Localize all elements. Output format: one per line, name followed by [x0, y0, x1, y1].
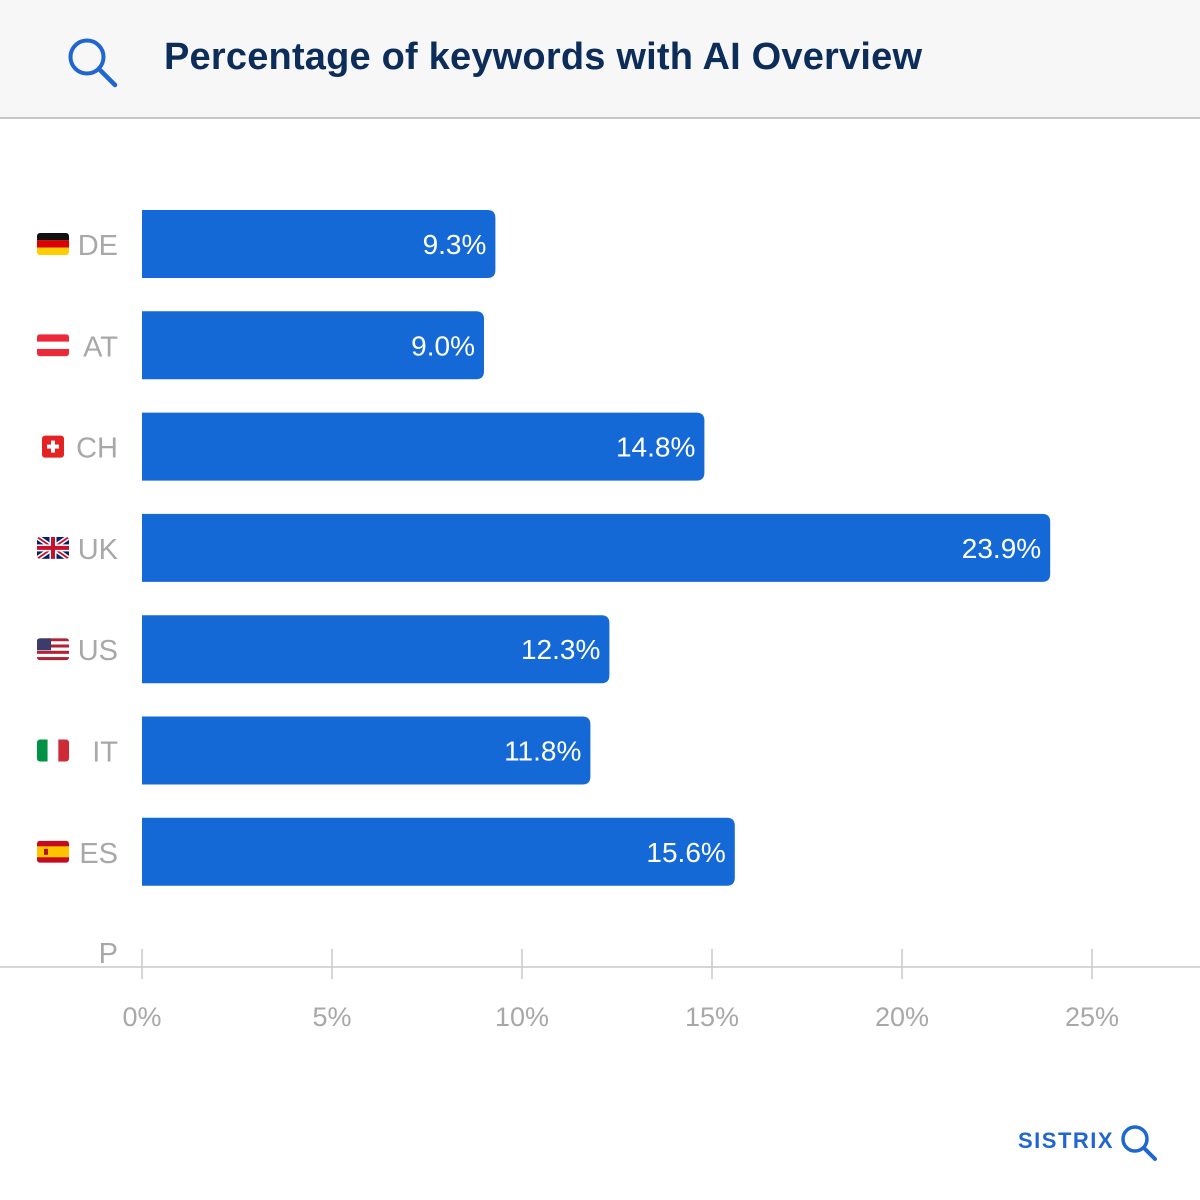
value-label-at: 9.0% — [411, 330, 475, 361]
value-label-ch: 14.8% — [616, 432, 695, 463]
brand-search-icon — [1121, 1125, 1158, 1161]
austria-flag — [37, 334, 69, 357]
search-icon — [68, 38, 118, 88]
header-bar: Percentage of keywords with AI Overview — [0, 0, 1200, 119]
value-label-de: 9.3% — [423, 229, 487, 260]
value-label-us: 12.3% — [521, 634, 600, 665]
bar-ch — [142, 412, 705, 481]
x-tick-label: 25% — [1065, 1002, 1119, 1032]
uk-flag — [37, 536, 69, 559]
category-label-uk: UK — [78, 534, 119, 566]
x-tick-label: 0% — [122, 1002, 161, 1032]
bar-at — [142, 311, 484, 380]
germany-flag — [37, 233, 69, 255]
bar-us — [142, 615, 610, 684]
category-label-at: AT — [83, 331, 118, 363]
chart-title: Percentage of keywords with AI Overview — [164, 36, 923, 78]
category-label-de: DE — [78, 230, 118, 262]
bar-es — [142, 817, 735, 886]
bar-it — [142, 716, 591, 785]
spain-flag — [37, 840, 69, 863]
category-label-es: ES — [79, 838, 118, 870]
category-label-us: US — [78, 635, 118, 667]
bar-uk — [142, 513, 1051, 582]
x-tick-label: 10% — [495, 1002, 549, 1032]
category-label-it: IT — [92, 737, 118, 769]
x-tick-label: 15% — [685, 1002, 739, 1032]
brand-name: SISTRIX — [1018, 1128, 1115, 1153]
x-tick-label: 20% — [875, 1002, 929, 1032]
bar-de — [142, 210, 496, 278]
switzerland-flag — [42, 435, 64, 458]
value-label-uk: 23.9% — [962, 533, 1041, 564]
category-label-ch: CH — [76, 433, 118, 465]
x-tick-label: 5% — [312, 1002, 351, 1032]
brand-logo: SISTRIX — [1018, 1120, 1158, 1162]
value-label-es: 15.6% — [646, 837, 725, 868]
italy-flag — [37, 739, 69, 762]
extra-category-label: P — [99, 938, 118, 970]
us-flag — [37, 638, 69, 661]
value-label-it: 11.8% — [504, 736, 581, 767]
